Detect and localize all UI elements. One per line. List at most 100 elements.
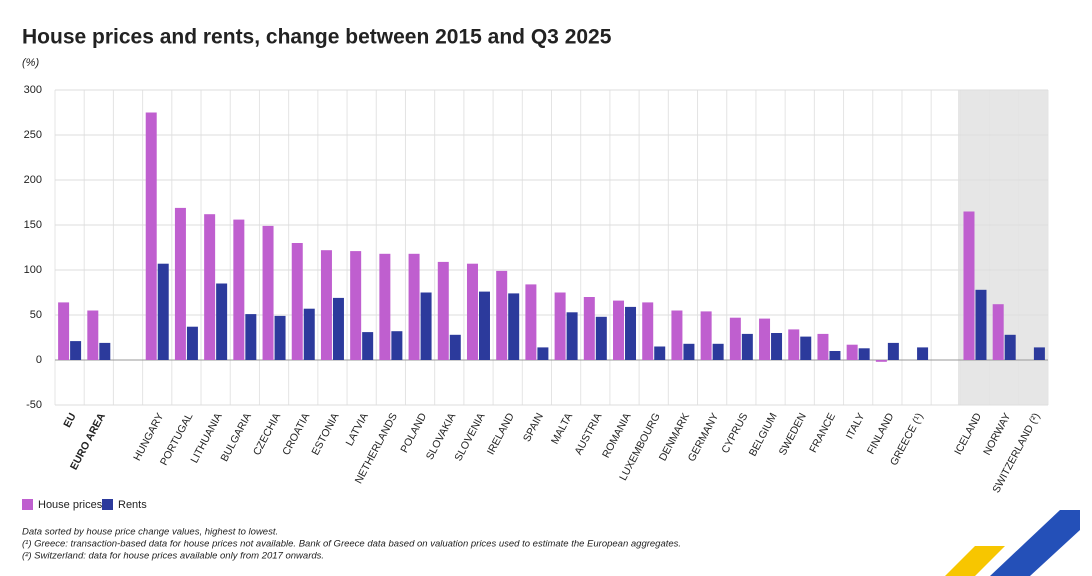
bar [917, 347, 929, 360]
bar [420, 292, 432, 360]
x-tick-label: LATVIA [344, 411, 371, 448]
x-tick-label: IRELAND [485, 411, 517, 457]
bar [700, 311, 712, 360]
bar [332, 297, 344, 360]
bar [437, 261, 449, 360]
bar [583, 297, 595, 360]
bar [566, 312, 578, 360]
bar [379, 253, 391, 360]
bar [145, 112, 157, 360]
bar [595, 316, 607, 360]
x-tick-label: CROATIA [280, 411, 312, 457]
bar [1033, 347, 1045, 360]
bar [1004, 334, 1016, 360]
bar [350, 251, 362, 360]
chart-title: House prices and rents, change between 2… [22, 26, 612, 49]
bar [800, 336, 812, 360]
y-tick-label: 50 [30, 309, 42, 321]
bar [963, 211, 975, 360]
y-tick-label: -50 [26, 399, 42, 411]
legend-label: Rents [118, 499, 147, 511]
logo-blue [990, 510, 1080, 576]
footnote: Data sorted by house price change values… [22, 527, 278, 538]
bar [741, 333, 753, 360]
y-tick-label: 150 [24, 219, 42, 231]
bar [245, 314, 257, 360]
x-tick-label: POLAND [398, 411, 429, 455]
bar [887, 342, 899, 360]
x-tick-label: SLOVENIA [452, 411, 487, 463]
bar [496, 270, 508, 360]
x-tick-label: SPAIN [521, 411, 546, 444]
bar [829, 351, 841, 360]
bar [712, 343, 724, 360]
bar [291, 243, 303, 360]
bar [625, 306, 637, 360]
x-tick-label: GERMANY [686, 411, 722, 464]
bar [613, 300, 625, 360]
x-tick-label: BULGARIA [218, 411, 254, 464]
bar [262, 225, 274, 360]
bar [466, 263, 478, 360]
bar [671, 310, 683, 360]
bar [204, 214, 216, 360]
bar [186, 326, 198, 360]
bar [303, 308, 315, 360]
y-tick-label: 200 [24, 174, 42, 186]
x-tick-label: FRANCE [807, 411, 838, 455]
bar [87, 310, 99, 360]
x-tick-label: ESTONIA [309, 411, 341, 457]
y-tick-label: 300 [24, 84, 42, 96]
x-tick-label: CZECHIA [251, 411, 283, 457]
x-tick-label: CYPRUS [719, 411, 750, 455]
bar [391, 331, 403, 360]
bar [508, 293, 520, 360]
footnote: (²) Switzerland: data for house prices a… [22, 551, 324, 562]
bar [70, 341, 82, 360]
y-axis-label: (%) [22, 57, 39, 69]
y-tick-label: 250 [24, 129, 42, 141]
legend-label: House prices [38, 499, 103, 511]
bar [729, 317, 741, 360]
bar [654, 346, 666, 360]
x-tick-label: ICELAND [952, 411, 984, 457]
bar [817, 333, 829, 360]
bar [858, 348, 870, 360]
x-tick-label: BELGIUM [747, 411, 780, 458]
bar [537, 347, 549, 360]
bar [642, 302, 654, 360]
bar [525, 284, 537, 360]
bar [408, 253, 420, 360]
bar [554, 292, 566, 360]
bar [683, 343, 695, 360]
y-tick-label: 100 [24, 264, 42, 276]
bar [449, 334, 461, 360]
x-tick-label: AUSTRIA [572, 411, 604, 457]
x-tick-label: ITALY [844, 411, 868, 441]
bar [233, 219, 245, 360]
bar [846, 344, 858, 360]
x-tick-label: ROMANIA [600, 411, 634, 460]
legend-swatch [22, 499, 33, 510]
bar [174, 207, 186, 360]
footnote: (¹) Greece: transaction-based data for h… [22, 539, 681, 550]
bar [875, 360, 887, 362]
x-tick-label: MALTA [549, 411, 575, 446]
bar [362, 332, 374, 360]
bar [58, 302, 70, 360]
legend-swatch [102, 499, 113, 510]
x-tick-label: NORWAY [981, 411, 1013, 457]
bar [274, 315, 286, 360]
bar [771, 333, 783, 360]
bar [320, 250, 332, 360]
bar [216, 283, 228, 360]
bar [759, 318, 771, 360]
bar [478, 291, 490, 360]
bar [975, 289, 987, 360]
x-tick-label: EU [61, 411, 78, 430]
bar [788, 329, 800, 360]
x-tick-label: FINLAND [865, 411, 897, 457]
logo-yellow [945, 546, 1005, 576]
y-tick-label: 0 [36, 354, 42, 366]
